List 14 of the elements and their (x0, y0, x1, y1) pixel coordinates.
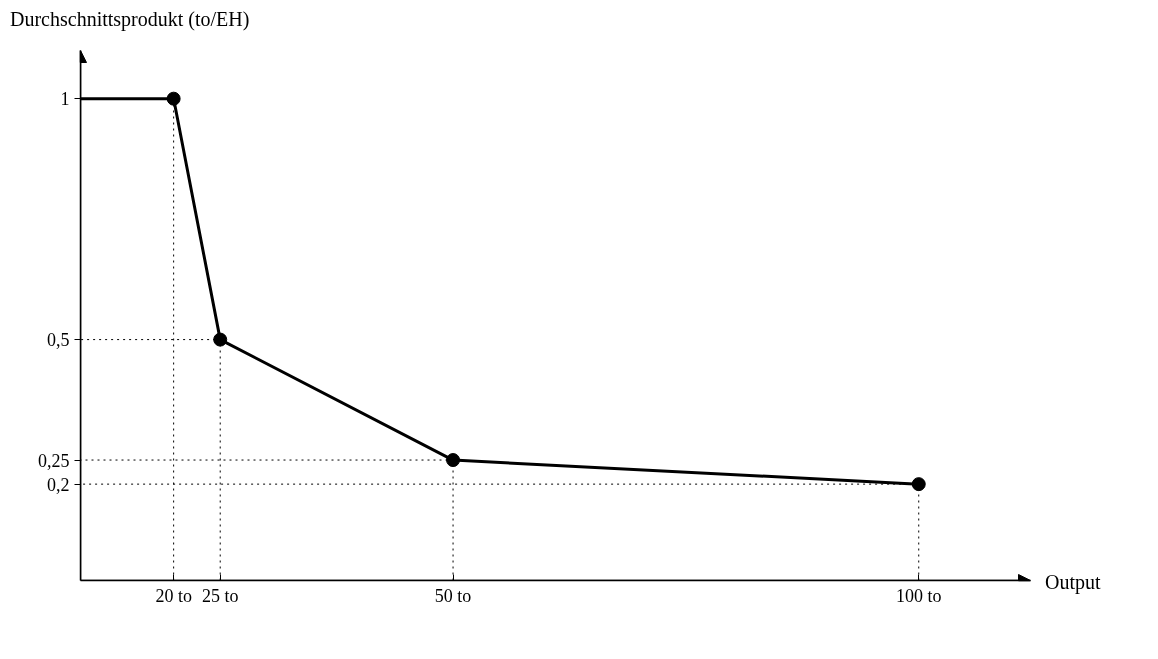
point (911, 477, 926, 492)
x-tick-label: 20 to (155, 585, 192, 606)
y-tick-label: 0,25 (38, 450, 70, 471)
point (213, 332, 228, 347)
y-tick-label: 1 (60, 89, 70, 110)
y-tick-label: 0,2 (47, 474, 70, 495)
point (446, 453, 461, 468)
y-tick-label: 0,5 (47, 330, 70, 351)
x-axis-title: Output (1045, 570, 1101, 596)
x-tick-label: 25 to (201, 585, 239, 606)
y-axis-title: Durchschnittsprodukt (to/EH) (10, 7, 250, 33)
x-tick-label: 100 to (895, 585, 942, 606)
x-tick-label: 50 to (434, 585, 472, 606)
point (166, 91, 181, 106)
